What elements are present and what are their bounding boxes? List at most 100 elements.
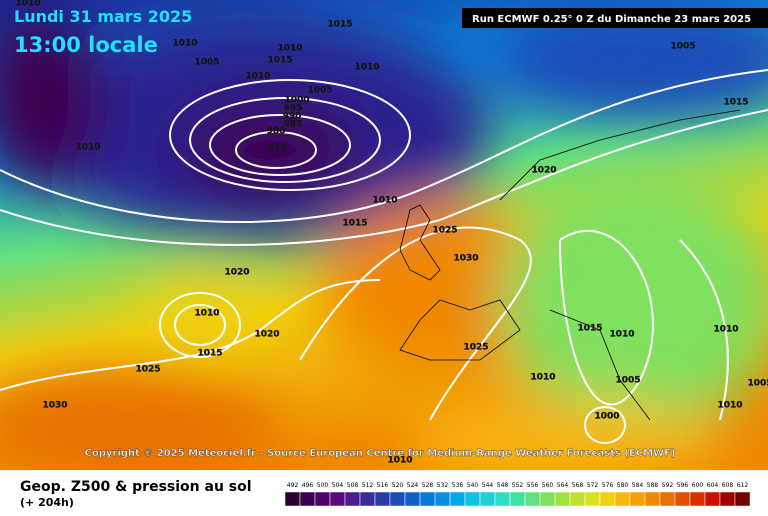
isobar-label: 1005: [307, 86, 332, 96]
scale-label: 548: [497, 482, 509, 489]
scale-swatch: [614, 491, 631, 507]
isobars: [0, 69, 768, 444]
lead-time: (+ 204h): [20, 496, 74, 509]
scale-label: 520: [392, 482, 404, 489]
isobar-label: 990: [283, 112, 302, 122]
scale-swatch: [539, 491, 556, 507]
scale-swatch: [629, 491, 646, 507]
scale-label: 496: [302, 482, 314, 489]
isobar-label: 1030: [453, 254, 478, 264]
isobar-label: 1010: [277, 44, 302, 54]
isobar-label: 1030: [42, 401, 67, 411]
scale-label: 524: [407, 482, 419, 489]
scale-label: 512: [362, 482, 374, 489]
isobar-label: 1015: [723, 98, 748, 108]
coastlines: [399, 109, 741, 421]
isobar-label: 1010: [609, 330, 634, 340]
scale-swatch: [524, 491, 541, 507]
isobar-label: 1025: [463, 343, 488, 353]
isobar-label: 1010: [15, 0, 40, 9]
scale-label: 504: [332, 482, 344, 489]
scale-label: 564: [557, 482, 569, 489]
scale-swatch: [299, 491, 316, 507]
scale-label: 572: [587, 482, 599, 489]
isobar-label: 1005: [670, 42, 695, 52]
isobar-label: 1010: [717, 401, 742, 411]
isobar-label: 1010: [194, 309, 219, 319]
forecast-date: Lundi 31 mars 2025: [14, 7, 192, 26]
scale-label: 568: [572, 482, 584, 489]
isobar-label: 985: [284, 120, 303, 130]
isobar-label: 1020: [224, 268, 249, 278]
scale-swatch: [569, 491, 586, 507]
scale-swatch: [584, 491, 601, 507]
scale-swatch: [419, 491, 436, 507]
isobar-label: 1010: [387, 456, 412, 466]
isobar-label: 1010: [713, 325, 738, 335]
scale-swatch: [704, 491, 721, 507]
isobar-label: 1010: [530, 373, 555, 383]
scale-label: 508: [347, 482, 359, 489]
scale-label: 516: [377, 482, 389, 489]
scale-label: 544: [482, 482, 494, 489]
scale-swatch: [734, 491, 751, 507]
scale-swatch: [689, 491, 706, 507]
isobar-label: 1015: [197, 349, 222, 359]
isobar-label: 1010: [245, 72, 270, 82]
isobar-label: 1000: [594, 412, 619, 422]
isobar-label: 1010: [354, 63, 379, 73]
scale-label: 536: [452, 482, 464, 489]
scale-label: 612: [737, 482, 749, 489]
scale-swatch: [449, 491, 466, 507]
scale-label: 500: [317, 482, 329, 489]
scale-swatch: [464, 491, 481, 507]
isobar-label: 1005: [615, 376, 640, 386]
isobar-label: 1010: [172, 39, 197, 49]
scale-swatch: [314, 491, 331, 507]
map-field: [0, 0, 768, 490]
isobar-label: 975: [268, 145, 287, 155]
scale-swatch: [344, 491, 361, 507]
scale-swatch: [554, 491, 571, 507]
scale-label: 592: [662, 482, 674, 489]
isobar-label: 1020: [531, 166, 556, 176]
isobar-label: 1015: [342, 219, 367, 229]
scale-swatch: [644, 491, 661, 507]
scale-swatch: [659, 491, 676, 507]
scale-swatch: [674, 491, 691, 507]
scale-label: 608: [722, 482, 734, 489]
scale-swatch: [434, 491, 451, 507]
scale-swatch: [494, 491, 511, 507]
isobar-label: 1000: [284, 96, 309, 106]
scale-label: 492: [287, 482, 299, 489]
isobar-label: 1020: [254, 330, 279, 340]
scale-label: 528: [422, 482, 434, 489]
run-banner: [462, 8, 768, 28]
scale-swatch: [359, 491, 376, 507]
scale-swatch: [329, 491, 346, 507]
scale-swatch: [389, 491, 406, 507]
scale-label: 604: [707, 482, 719, 489]
scale-swatch: [599, 491, 616, 507]
scale-swatch: [374, 491, 391, 507]
isobar-label: 1005: [747, 379, 768, 389]
scale-swatch: [284, 491, 301, 507]
scale-label: 580: [617, 482, 629, 489]
scale-label: 540: [467, 482, 479, 489]
isobar-label: 995: [284, 104, 303, 114]
isobar-label: 1010: [372, 196, 397, 206]
isobar-label: 980: [267, 127, 286, 137]
isobar-label: 1025: [432, 226, 457, 236]
run-info: Run ECMWF 0.25° 0 Z du Dimanche 23 mars …: [472, 14, 751, 25]
copyright: Copyright © 2025 Meteociel.fr - Source E…: [85, 448, 676, 459]
scale-swatch: [719, 491, 736, 507]
scale-label: 556: [527, 482, 539, 489]
scale-swatch: [404, 491, 421, 507]
isobar-labels: 1010101510101005101010151010101010051000…: [15, 0, 768, 466]
scale-swatch: [479, 491, 496, 507]
scale-label: 584: [632, 482, 644, 489]
scale-label: 588: [647, 482, 659, 489]
scale-label: 532: [437, 482, 449, 489]
isobar-label: 1010: [75, 143, 100, 153]
scale-label: 596: [677, 482, 689, 489]
